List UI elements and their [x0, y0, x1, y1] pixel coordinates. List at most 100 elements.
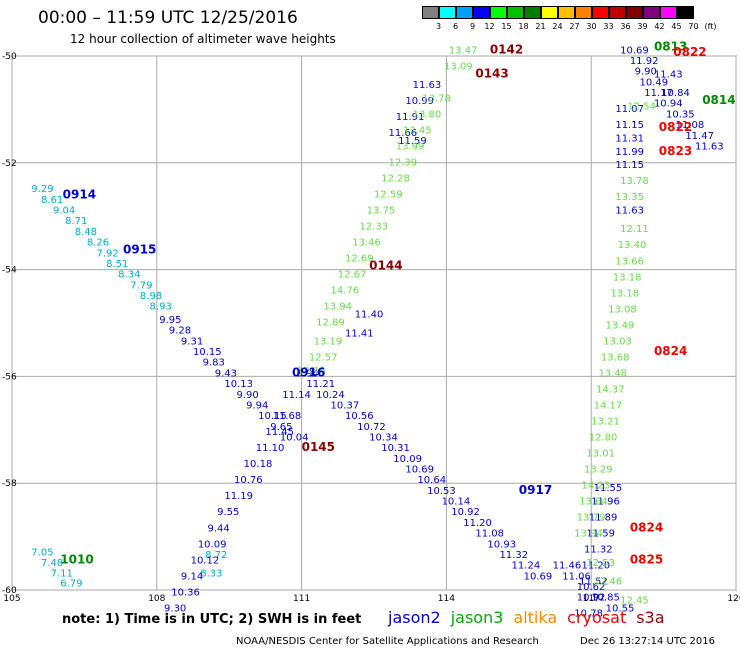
wave-height-label: 12.54	[627, 101, 656, 112]
wave-height-label: 11.08	[475, 529, 504, 540]
color-scale-bar	[422, 6, 694, 19]
wave-height-label: 10.55	[606, 603, 635, 614]
wave-height-label: 8.61	[41, 195, 63, 206]
wave-height-label: 10.12	[191, 555, 220, 566]
wave-height-label: 11.15	[615, 120, 644, 131]
wave-height-label: 13.21	[591, 416, 620, 427]
wave-height-label: 8.33	[200, 569, 222, 580]
legend-item-jason2: jason2	[388, 608, 441, 627]
colorbar-cell	[422, 6, 439, 19]
wave-height-label: 13.80	[413, 109, 442, 120]
colorbar-label: 9	[469, 22, 476, 31]
wave-height-label: 13.68	[601, 352, 630, 363]
wave-height-label: 10.04	[280, 432, 309, 443]
wave-height-label: 10.76	[234, 475, 263, 486]
colorbar-label: 21	[535, 22, 546, 31]
wave-height-label: 7.92	[96, 248, 118, 259]
wave-height-label: 13.64	[579, 497, 608, 508]
wave-height-label: 9.44	[207, 523, 229, 534]
legend-item-altika: altika	[513, 608, 558, 627]
x-tick-label: 105	[3, 594, 20, 604]
wave-height-label: 11.31	[615, 133, 644, 144]
wave-height-label: 7.11	[51, 569, 73, 580]
page-subtitle: 12 hour collection of altimeter wave hei…	[70, 32, 336, 46]
y-tick-label: -56	[2, 372, 17, 382]
wave-height-label: 9.28	[169, 326, 191, 337]
wave-height-label: 10.56	[345, 411, 374, 422]
colorbar-label: (ft)	[704, 22, 717, 31]
colorbar-cell	[660, 6, 677, 19]
wave-height-label: 6.79	[60, 578, 82, 589]
wave-height-label: 10.85	[591, 593, 620, 604]
wave-height-label: 10.24	[316, 390, 345, 401]
time-label: 0825	[630, 552, 663, 566]
wave-height-label: 12.69	[345, 254, 374, 265]
wave-height-label: 10.15	[258, 411, 287, 422]
wave-height-label: 14.76	[331, 286, 360, 297]
colorbar-cell	[677, 6, 694, 19]
wave-height-label: 11.66	[388, 128, 417, 139]
wave-height-label: 10.49	[639, 77, 668, 88]
wave-height-label: 13.47	[449, 45, 478, 56]
wave-height-label: 13.18	[613, 272, 642, 283]
wave-height-label: 12.45	[620, 595, 649, 606]
wave-height-label: 8.34	[118, 270, 140, 281]
page-title: 00:00 – 11:59 UTC 12/25/2016	[38, 8, 298, 28]
colorbar-cell	[439, 6, 456, 19]
wave-height-label: 10.69	[620, 45, 649, 56]
wave-height-label: 9.95	[159, 315, 181, 326]
wave-height-label: 12.33	[360, 222, 389, 233]
colorbar-label: 27	[569, 22, 580, 31]
wave-height-label: 11.07	[615, 104, 644, 115]
colorbar-cell	[609, 6, 626, 19]
colorbar-cell	[473, 6, 490, 19]
wave-height-label: 11.89	[589, 513, 618, 524]
wave-height-label: 13.35	[615, 192, 644, 203]
colorbar-cell	[456, 6, 473, 19]
y-tick-label: -58	[2, 479, 17, 489]
wave-height-label: 11.21	[306, 379, 335, 390]
colorbar-cell	[558, 6, 575, 19]
wave-height-label: 10.62	[577, 582, 606, 593]
wave-height-label: 11.06	[562, 571, 591, 582]
time-label: 0814	[702, 93, 735, 107]
colorbar-label: 24	[552, 22, 563, 31]
wave-height-label: 9.30	[164, 603, 186, 614]
colorbar-cell	[592, 6, 609, 19]
wave-height-label: 12.53	[586, 558, 615, 569]
x-tick-label: 111	[293, 594, 310, 604]
x-tick-label: 117	[583, 594, 600, 604]
y-tick-label: -60	[2, 586, 17, 596]
footer-note: note: 1) Time is in UTC; 2) SWH is in fe…	[62, 612, 362, 627]
wave-height-label: 8.72	[205, 550, 227, 561]
legend: jason2 jason3 altika cryosat s3a	[388, 608, 675, 627]
wave-height-label: 10.13	[224, 379, 253, 390]
wave-height-label: 10.53	[427, 486, 456, 497]
wave-height-label: 13.79	[577, 513, 606, 524]
wave-height-label: 10.92	[577, 593, 606, 604]
wave-height-label: 11.59	[586, 529, 615, 540]
wave-height-label: 10.09	[198, 539, 227, 550]
wave-height-label: 10.15	[193, 347, 222, 358]
wave-height-label: 13.75	[367, 206, 396, 217]
time-label: 0145	[302, 440, 335, 454]
wave-height-label: 11.15	[615, 160, 644, 171]
wave-height-label: 9.04	[53, 206, 75, 217]
colorbar-label: 42	[654, 22, 665, 31]
wave-height-label: 9.31	[181, 336, 203, 347]
y-tick-label: -50	[2, 52, 17, 62]
wave-height-label: 9.43	[215, 368, 237, 379]
wave-height-label: 13.78	[620, 176, 649, 187]
colorbar-cell	[626, 6, 643, 19]
wave-height-label: 12.46	[594, 577, 623, 588]
colorbar-label: 70	[688, 22, 699, 31]
wave-height-label: 10.18	[244, 459, 273, 470]
wave-height-label: 13.19	[314, 336, 343, 347]
colorbar-cell	[490, 6, 507, 19]
legend-item-jason3: jason3	[450, 608, 504, 627]
wave-height-label: 9.94	[297, 368, 319, 379]
time-label: 0144	[369, 259, 402, 273]
colorbar-cell	[643, 6, 660, 19]
wave-height-label: 13.66	[615, 256, 644, 267]
